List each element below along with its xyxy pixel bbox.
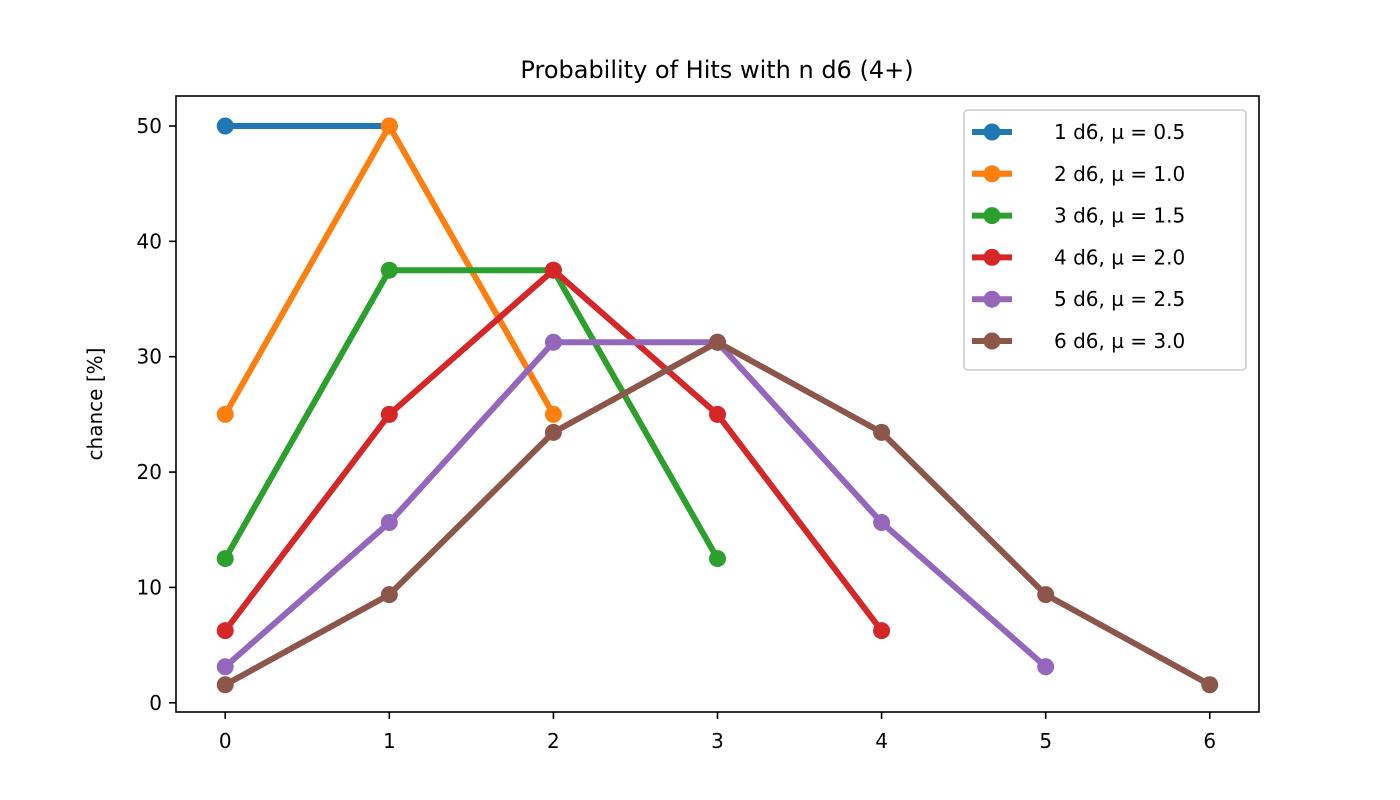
x-tick-label: 5 — [1039, 729, 1052, 753]
data-point — [873, 423, 891, 441]
y-axis-ticks: 0 10 20 30 40 50 — [137, 114, 176, 715]
legend-swatch-marker — [983, 332, 1001, 350]
data-point — [1037, 658, 1055, 676]
y-tick-label: 10 — [137, 575, 162, 599]
data-point — [544, 405, 562, 423]
x-tick-label: 1 — [383, 729, 396, 753]
data-point — [709, 405, 726, 423]
series-line — [222, 267, 721, 561]
data-point — [380, 514, 398, 532]
legend-label: 6 d6, µ = 3.0 — [1054, 329, 1185, 353]
legend-swatch-marker — [983, 290, 1001, 308]
data-point — [873, 622, 891, 640]
x-tick-label: 6 — [1203, 729, 1216, 753]
x-tick-label: 4 — [875, 729, 888, 753]
y-axis-label: chance [%] — [83, 348, 107, 461]
data-point — [216, 117, 234, 135]
y-tick-label: 30 — [137, 345, 162, 369]
data-point — [709, 333, 726, 351]
legend-label: 4 d6, µ = 2.0 — [1054, 245, 1185, 269]
legend-swatch-marker — [983, 165, 1001, 183]
series-line — [223, 339, 1048, 669]
x-tick-label: 2 — [547, 729, 560, 753]
data-point — [380, 117, 398, 135]
data-point — [380, 405, 398, 423]
data-point — [544, 333, 562, 351]
x-tick-label: 0 — [219, 729, 232, 753]
series-group — [216, 117, 1219, 694]
y-tick-label: 0 — [149, 691, 162, 715]
legend-entry: 3 d6, µ = 1.5 — [972, 204, 1185, 228]
x-tick-label: 3 — [711, 729, 724, 753]
data-point — [1201, 676, 1219, 694]
legend: 1 d6, µ = 0.5 2 d6, µ = 1.0 3 d6, µ = 1.5 4… — [963, 109, 1247, 371]
series-4 — [216, 261, 891, 640]
y-tick-label: 40 — [137, 229, 162, 253]
legend-swatch-marker — [983, 248, 1001, 266]
legend-entry: 5 d6, µ = 2.5 — [972, 287, 1185, 311]
data-point — [544, 261, 562, 279]
data-point — [1037, 586, 1055, 604]
legend-swatch-marker — [983, 207, 1001, 225]
legend-entry: 6 d6, µ = 3.0 — [972, 329, 1185, 353]
legend-label: 2 d6, µ = 1.0 — [1054, 162, 1185, 186]
legend-label: 1 d6, µ = 0.5 — [1054, 120, 1185, 144]
series-6 — [216, 333, 1219, 694]
legend-entry: 2 d6, µ = 1.0 — [972, 162, 1185, 186]
plot-frame — [175, 95, 1260, 713]
y-tick-label: 20 — [137, 460, 162, 484]
data-point — [380, 586, 398, 604]
legend-label: 3 d6, µ = 1.5 — [1054, 204, 1185, 228]
legend-swatch-marker — [983, 123, 1001, 141]
data-point — [709, 550, 726, 568]
data-point — [873, 514, 891, 532]
legend-entry: 1 d6, µ = 0.5 — [972, 120, 1185, 144]
chart-title: Probability of Hits with n d6 (4+) — [520, 56, 913, 84]
data-point — [216, 676, 234, 694]
y-tick-label: 50 — [137, 114, 162, 138]
data-point — [544, 423, 562, 441]
x-axis-ticks: 0 1 2 3 4 5 6 — [219, 712, 1216, 753]
legend-box — [963, 109, 1247, 371]
data-point — [216, 550, 234, 568]
legend-entry: 4 d6, µ = 2.0 — [972, 245, 1185, 269]
data-point — [216, 658, 234, 676]
data-point — [216, 405, 234, 423]
data-point — [380, 261, 398, 279]
data-point — [216, 622, 234, 640]
legend-label: 5 d6, µ = 2.5 — [1054, 287, 1185, 311]
